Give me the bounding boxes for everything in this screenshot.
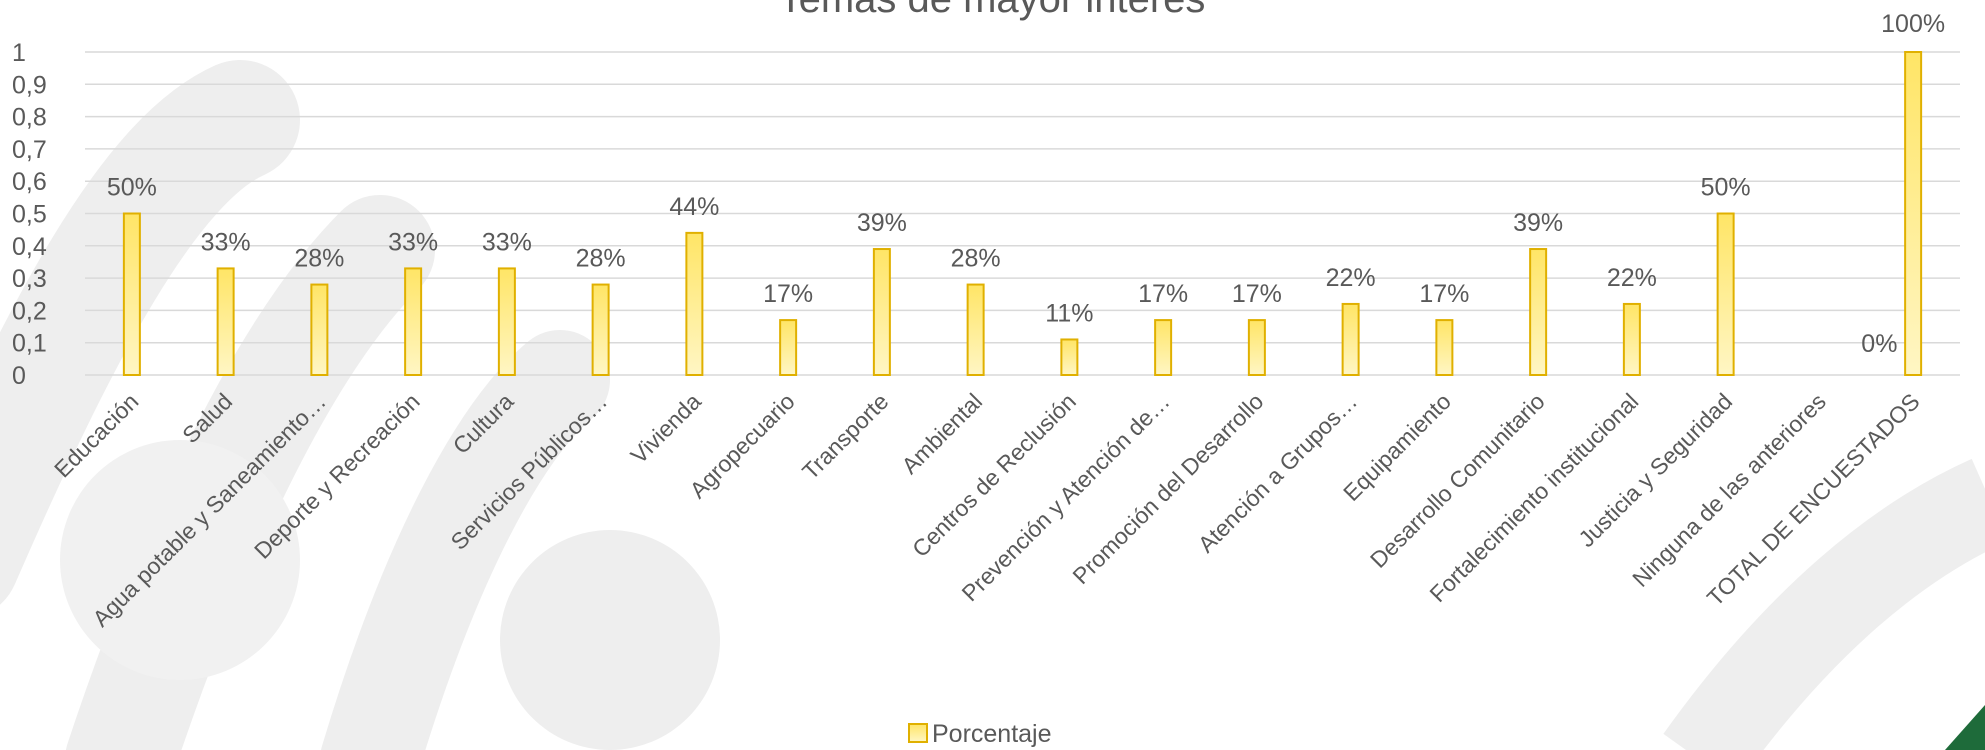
bar xyxy=(1529,248,1548,376)
data-label: 39% xyxy=(1513,209,1563,237)
data-label: 11% xyxy=(1045,299,1093,327)
bar xyxy=(1060,338,1079,376)
bar xyxy=(310,283,329,376)
bar xyxy=(497,267,516,376)
category-label: Cultura xyxy=(448,388,519,459)
y-tick-label: 1 xyxy=(12,39,26,67)
data-labels: 50% 33% 28% 33% 33% 28% 44% 17% 39% 28% 11% 17% 17% 2… xyxy=(107,10,1945,358)
category-label: Ninguna de las anteriores xyxy=(1627,388,1831,592)
y-tick-label: 0,7 xyxy=(12,136,47,164)
category-label: Salud xyxy=(177,388,237,448)
data-label: 28% xyxy=(576,245,626,273)
legend-swatch xyxy=(908,723,928,743)
y-tick-label: 0,5 xyxy=(12,201,47,229)
y-tick-label: 0,4 xyxy=(12,233,47,261)
data-label: 50% xyxy=(107,174,157,202)
category-label: Desarrollo Comunitario xyxy=(1365,388,1550,573)
legend: Porcentaje xyxy=(908,720,1052,748)
chart-title: Temas de mayor interés xyxy=(779,0,1206,21)
data-label: 22% xyxy=(1607,264,1657,292)
data-label: 33% xyxy=(482,228,532,256)
category-label: Promoción del Desarrollo xyxy=(1067,388,1268,589)
bar xyxy=(966,283,985,376)
bar xyxy=(872,248,891,376)
bar xyxy=(122,212,141,376)
data-label: 0% xyxy=(1861,330,1897,358)
bars xyxy=(122,51,1923,376)
category-label: Transporte xyxy=(797,388,893,484)
bar xyxy=(1716,212,1735,376)
category-label: Ambiental xyxy=(896,388,987,479)
category-label: Centros de Reclusión xyxy=(907,388,1081,562)
gridlines xyxy=(85,51,1960,376)
bar xyxy=(1622,302,1641,376)
data-label: 22% xyxy=(1326,264,1376,292)
y-tick-label: 0 xyxy=(12,362,26,390)
bar xyxy=(216,267,235,376)
data-label: 44% xyxy=(669,193,719,221)
data-label: 17% xyxy=(1232,280,1282,308)
category-label: Deporte y Recreación xyxy=(249,388,425,564)
bar xyxy=(404,267,423,376)
y-axis-ticks: 0 0,1 0,2 0,3 0,4 0,5 0,6 0,7 0,8 0,9 1 xyxy=(12,39,47,390)
data-label: 17% xyxy=(1419,280,1469,308)
bar xyxy=(1435,319,1454,376)
bar xyxy=(1341,302,1360,376)
legend-label: Porcentaje xyxy=(932,720,1052,748)
bar xyxy=(685,231,704,376)
y-tick-label: 0,8 xyxy=(12,104,47,132)
bar xyxy=(591,283,610,376)
category-label: Servicios Públicos… xyxy=(446,388,613,555)
category-label: Atención a Grupos… xyxy=(1193,388,1362,557)
data-label: 17% xyxy=(763,280,813,308)
category-label: Educación xyxy=(49,388,143,482)
data-label: 17% xyxy=(1138,280,1188,308)
bar xyxy=(779,319,798,376)
data-label: 33% xyxy=(388,228,438,256)
data-label: 28% xyxy=(294,245,344,273)
data-label: 33% xyxy=(201,228,251,256)
bar xyxy=(1154,319,1173,376)
bar xyxy=(1247,319,1266,376)
y-tick-label: 0,1 xyxy=(12,330,47,358)
category-label: Justicia y Seguridad xyxy=(1573,388,1737,552)
y-tick-label: 0,2 xyxy=(12,297,47,325)
y-tick-label: 0,6 xyxy=(12,168,47,196)
data-label: 39% xyxy=(857,209,907,237)
bar xyxy=(1904,51,1923,376)
y-tick-label: 0,9 xyxy=(12,71,47,99)
data-label: 100% xyxy=(1881,10,1945,38)
data-label: 28% xyxy=(951,245,1001,273)
y-tick-label: 0,3 xyxy=(12,265,47,293)
category-label: Vivienda xyxy=(625,388,706,469)
data-label: 50% xyxy=(1701,174,1751,202)
